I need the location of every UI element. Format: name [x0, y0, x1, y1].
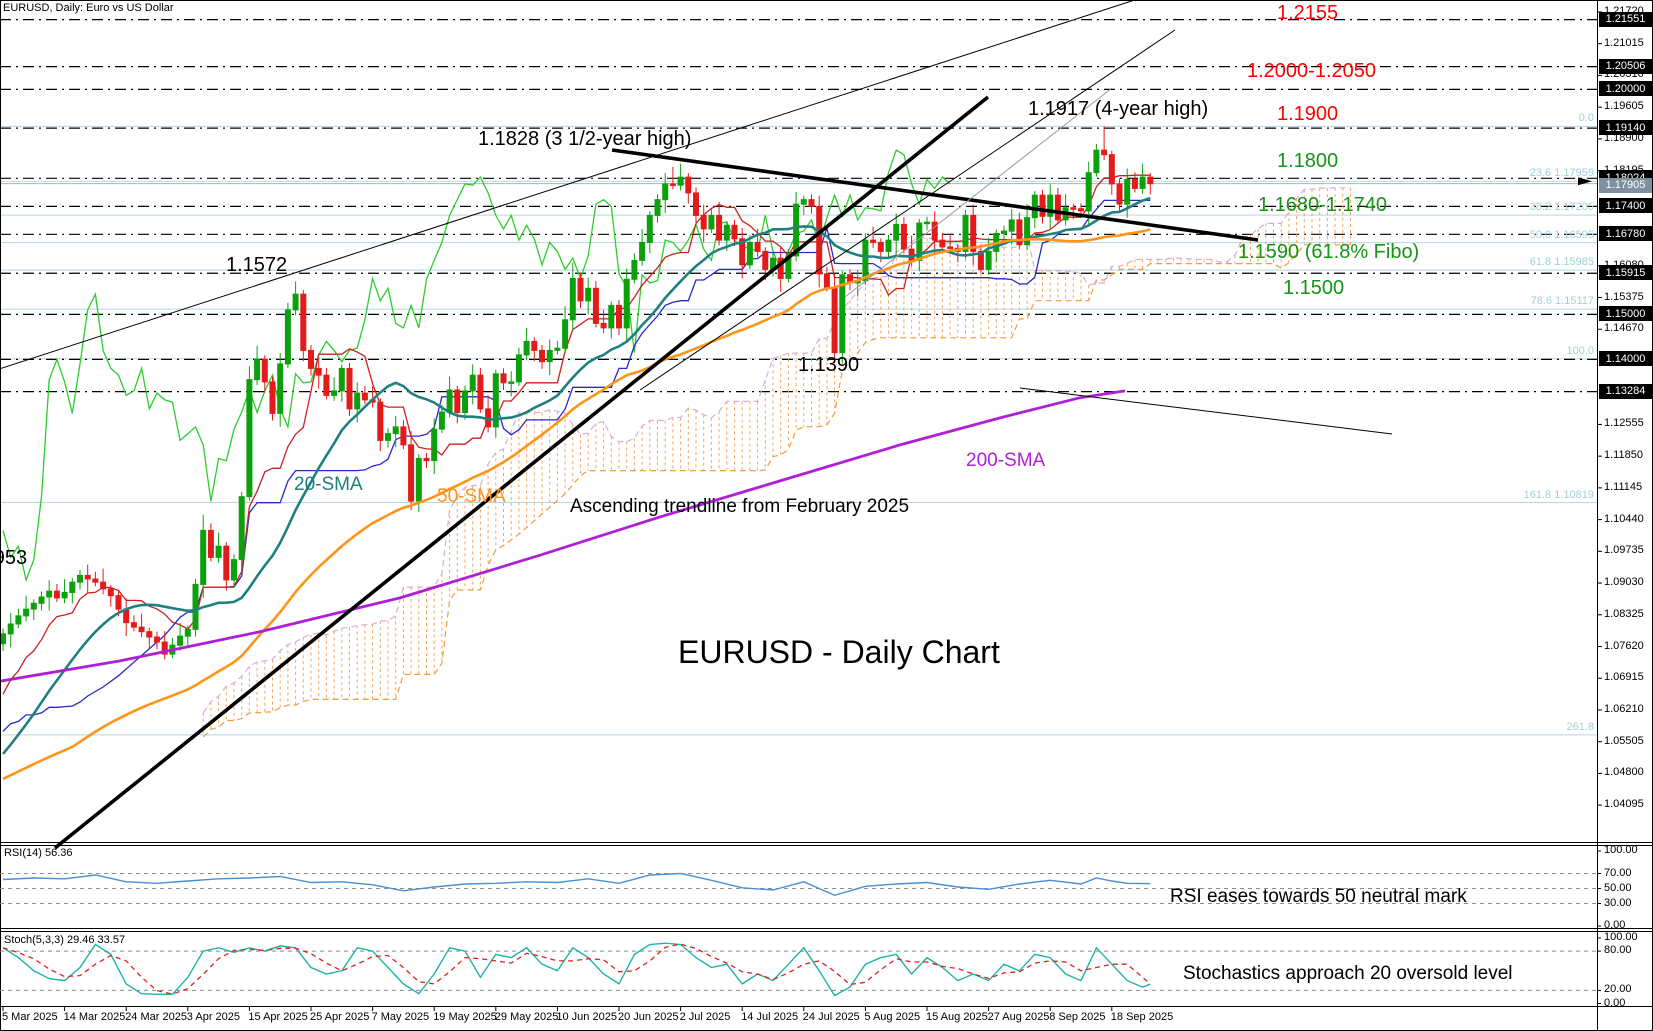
rsi-label: RSI(14) 56.36 [4, 847, 73, 859]
time-axis[interactable] [0, 1006, 1597, 1031]
stoch-label: Stoch(5,3,3) 29.46 33.57 [4, 934, 126, 946]
price-axis[interactable] [1597, 0, 1653, 1031]
chart-title: EURUSD, Daily: Euro vs US Dollar [3, 2, 174, 14]
watermark: EURUSD - Daily Chart [678, 634, 1000, 670]
